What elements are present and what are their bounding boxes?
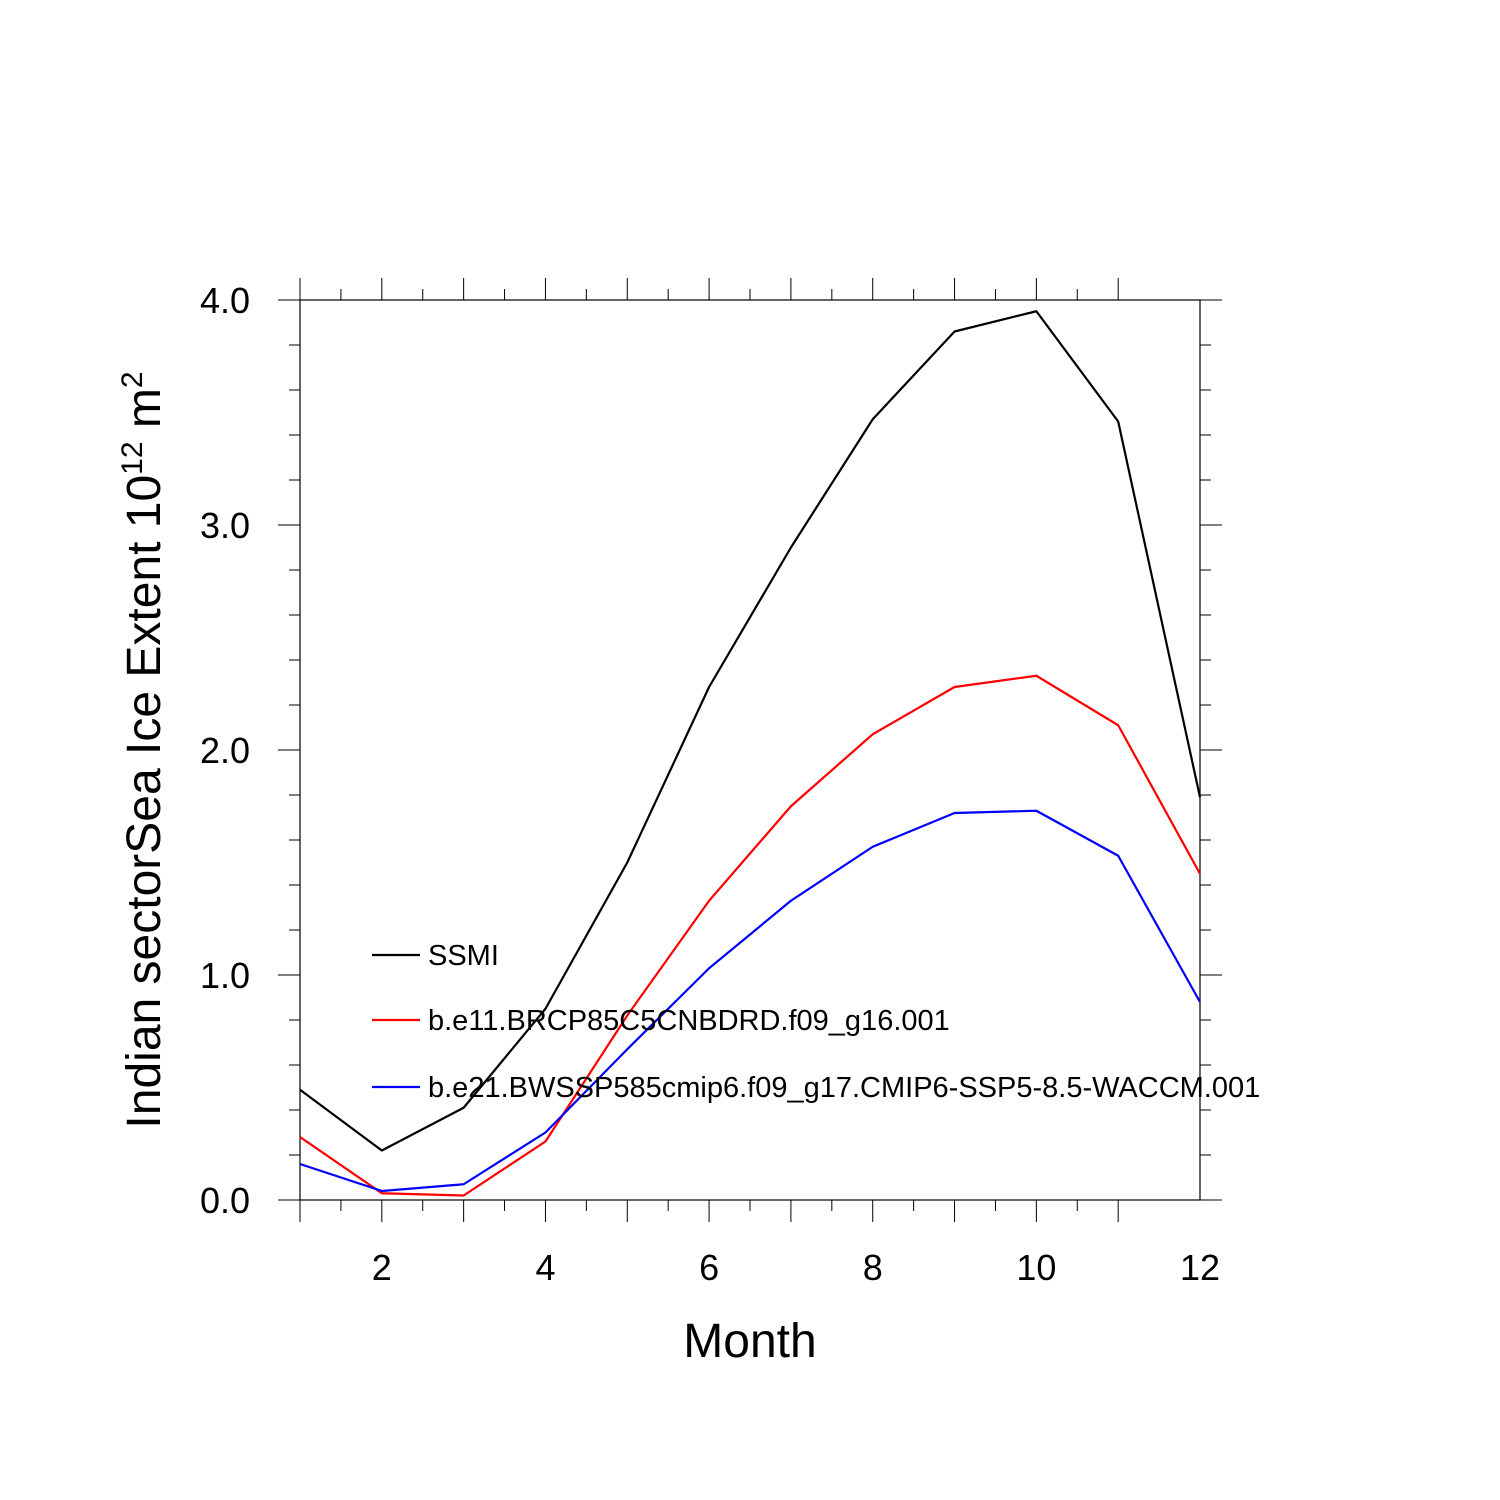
- series-line-1: [299, 310, 1202, 1152]
- legend-label-2: b.e11.BRCP85C5CNBDRD.f09_g16.001: [428, 1005, 950, 1037]
- y-tick-label: 4.0: [200, 280, 250, 321]
- x-tick-label: 2: [372, 1247, 392, 1288]
- y-axis-title-prefix: Indian sectorSea Ice Extent 10: [118, 475, 171, 1129]
- x-axis-title: Month: [683, 1315, 816, 1368]
- y-axis-title-unit: m: [118, 388, 171, 441]
- tick-labels: 2 4 6 8 10 12 0.0 1.0 2.0 3.0 4.0: [200, 280, 1220, 1288]
- x-tick-label: 12: [1180, 1247, 1220, 1288]
- plot-frame: [299, 299, 1201, 1201]
- y-axis-title-unit-exponent: 2: [116, 371, 149, 388]
- y-tick-label: 1.0: [200, 955, 250, 996]
- y-axis-title: Indian sectorSea Ice Extent 1012 m2: [116, 371, 171, 1128]
- series-line-3: [299, 809, 1201, 1193]
- legend-label-3: b.e21.BWSSP585cmip6.f09_g17.CMIP6-SSP5-8…: [428, 1072, 1260, 1104]
- y-tick-label: 3.0: [200, 505, 250, 546]
- x-tick-label: 6: [699, 1247, 719, 1288]
- x-tick-label: 4: [535, 1247, 555, 1288]
- series-lines: [299, 310, 1202, 1197]
- axis-ticks: [278, 278, 1222, 1222]
- x-tick-label: 10: [1016, 1247, 1056, 1288]
- y-tick-label: 2.0: [200, 730, 250, 771]
- x-tick-label: 8: [863, 1247, 883, 1288]
- legend: SSMI b.e11.BRCP85C5CNBDRD.f09_g16.001 b.e2…: [372, 940, 1260, 1104]
- y-axis-title-exponent: 12: [116, 441, 149, 474]
- y-tick-label: 0.0: [200, 1180, 250, 1221]
- series-line-2: [299, 674, 1201, 1197]
- legend-label-1: SSMI: [428, 940, 499, 972]
